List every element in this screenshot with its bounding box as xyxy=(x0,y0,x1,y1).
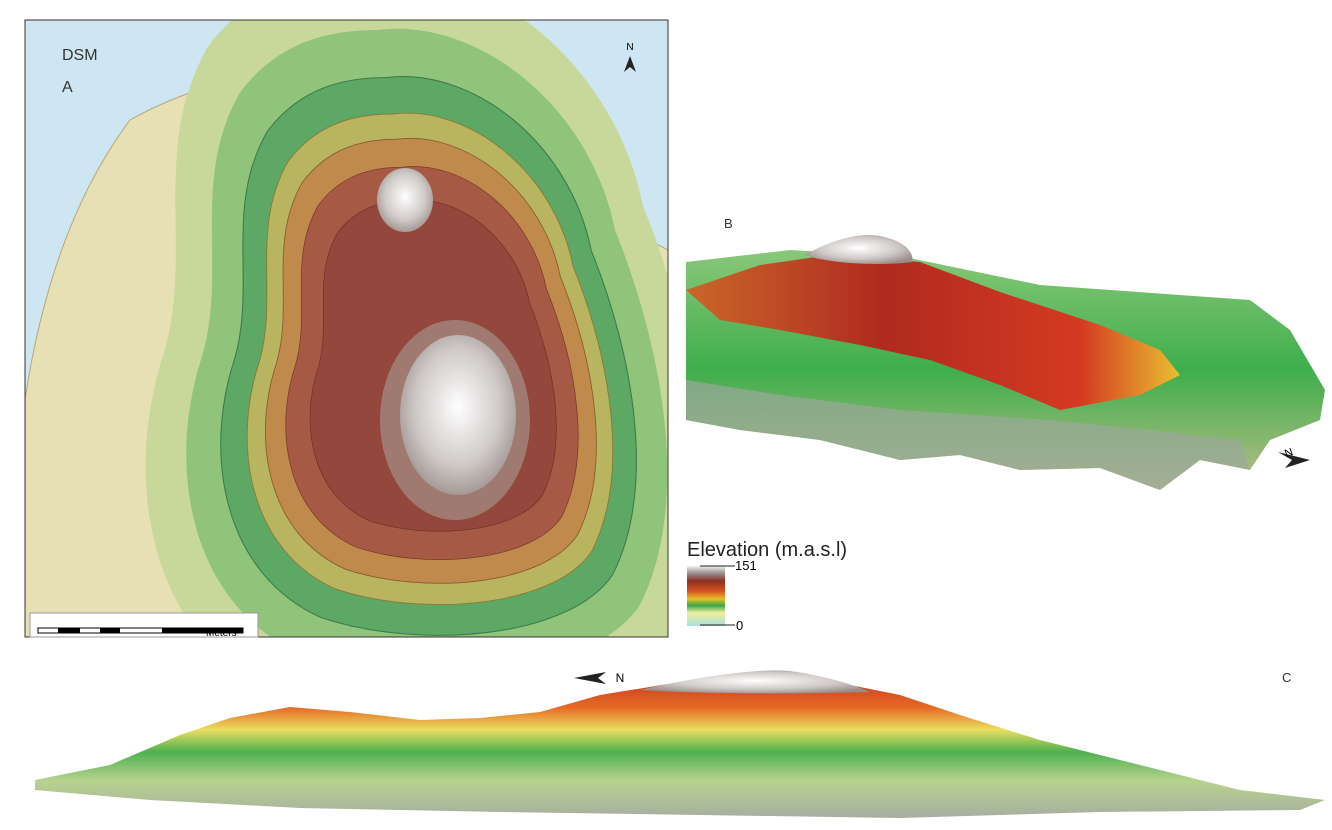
north-label: N xyxy=(616,671,625,685)
scale-unit: Meters xyxy=(206,628,237,639)
peak xyxy=(400,335,516,495)
legend-max: 151 xyxy=(735,558,757,573)
legend-title: Elevation (m.a.s.l) xyxy=(687,539,847,561)
north-arrow xyxy=(574,672,606,684)
figure: DSM A N Meters B N Elevation (m.a.s.l) 1… xyxy=(0,0,1332,830)
terrain-profile xyxy=(35,671,1325,818)
panel-label: B xyxy=(724,216,733,231)
panel-label: A xyxy=(62,79,73,96)
legend-colorbar xyxy=(687,566,725,626)
north-label: N xyxy=(626,42,633,53)
north-arrow xyxy=(1278,452,1310,468)
legend-min: 0 xyxy=(736,618,743,633)
peak xyxy=(377,168,433,232)
north-label: N xyxy=(1283,446,1295,460)
scale-bar xyxy=(100,628,120,633)
page: {"map_a": {"title": "DSM", "panel_label"… xyxy=(0,0,1332,830)
map-title: DSM xyxy=(62,47,98,64)
scale-bar xyxy=(58,628,80,633)
terrain-peak xyxy=(640,670,870,693)
panel-label: C xyxy=(1282,670,1291,685)
